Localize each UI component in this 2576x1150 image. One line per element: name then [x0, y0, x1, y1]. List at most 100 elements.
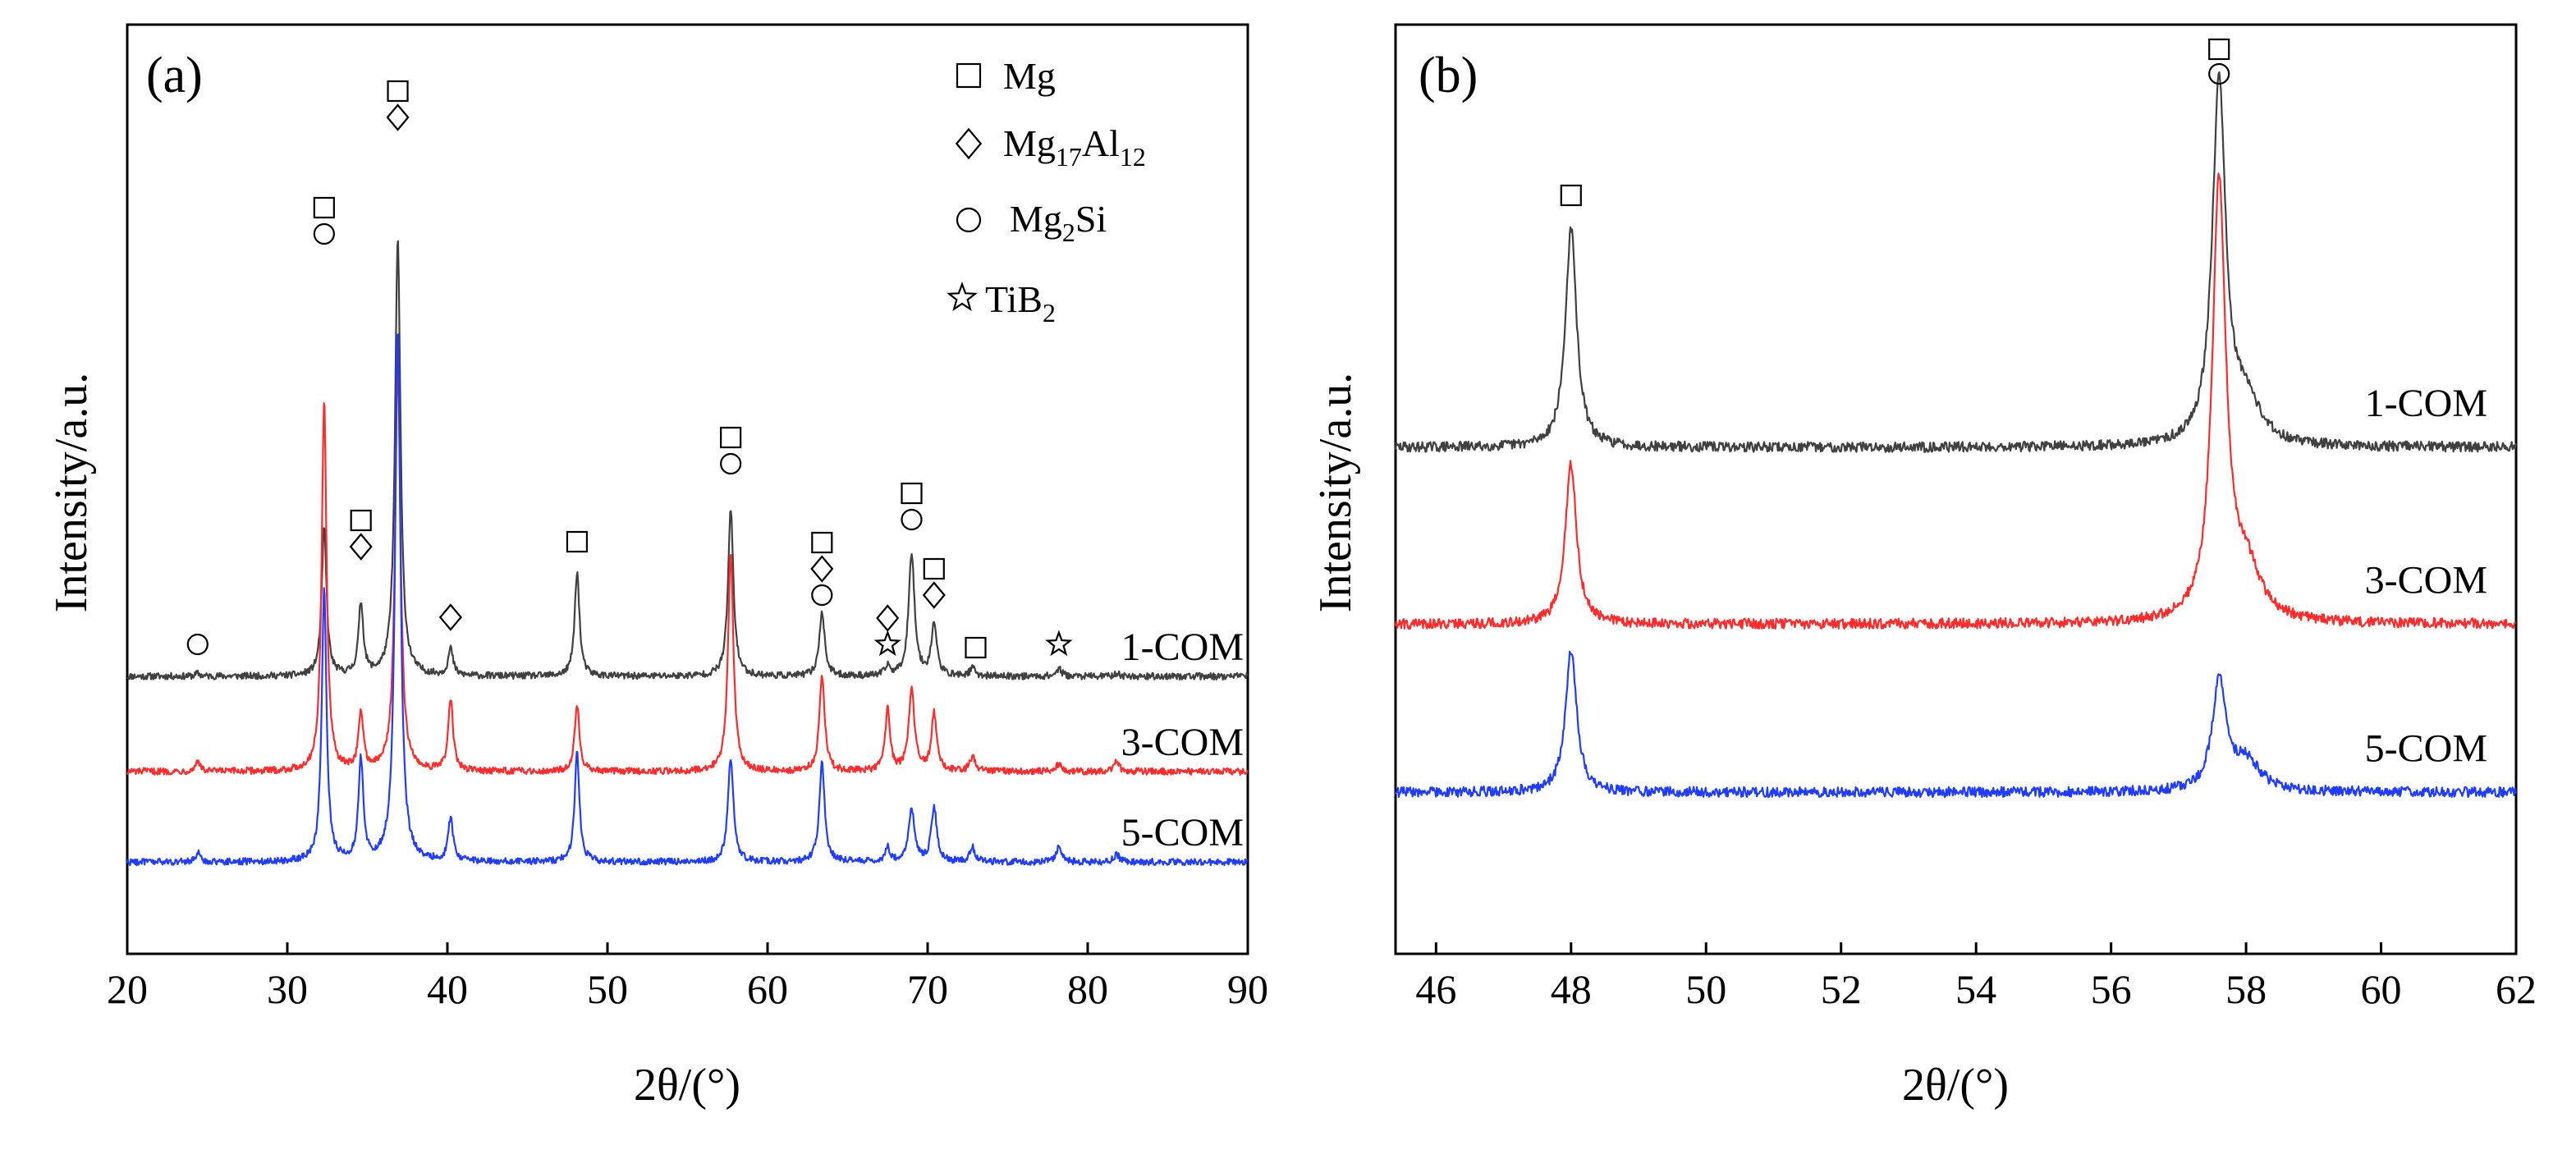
- square-marker-icon: [965, 636, 987, 659]
- square-marker-icon: [720, 426, 742, 449]
- panel-a-curves: [126, 240, 1249, 867]
- x-tick-label: 62: [2496, 966, 2537, 1012]
- diamond-marker-icon: [922, 581, 946, 609]
- x-tick-label: 60: [747, 966, 788, 1012]
- legend-tib2-sub: 2: [1043, 298, 1056, 328]
- x-tick-label: 30: [267, 966, 308, 1012]
- legend-mg2si-main: Mg: [1010, 198, 1062, 240]
- panel-b-curves: [1394, 71, 2517, 799]
- circle-marker-icon: [720, 452, 742, 475]
- legend-mg-main: Mg: [1003, 55, 1056, 97]
- square-marker-icon: [566, 530, 589, 553]
- panel-a: (a) Intensity/a.u. 2θ/(°) 20 30 40 50 60 70 80…: [46, 23, 1268, 1111]
- panel-a-ticks: 20 30 40 50 60 70 80 90: [107, 942, 1268, 1012]
- x-tick-label: 80: [1067, 966, 1108, 1012]
- diamond-marker-icon: [349, 533, 373, 561]
- square-marker-icon: [923, 557, 945, 580]
- diamond-marker-icon: [438, 603, 462, 631]
- legend-item-mg: Mg: [956, 55, 1056, 97]
- legend-mg17al12-main: Mg: [1003, 122, 1056, 164]
- panel-b-xlabel: 2θ/(°): [1902, 1060, 2009, 1111]
- square-marker-icon: [2208, 38, 2230, 61]
- legend-square-icon: [956, 62, 982, 89]
- circle-marker-icon: [811, 584, 833, 607]
- x-tick-label: 70: [907, 966, 948, 1012]
- x-tick-label: 50: [587, 966, 628, 1012]
- legend-tib2-main: TiB: [985, 278, 1043, 320]
- panel-b-ylabel: Intensity/a.u.: [1310, 373, 1361, 612]
- legend-label-tib2: TiB2: [985, 278, 1056, 328]
- legend-star-icon: [947, 282, 978, 312]
- panel-a-xlabel: 2θ/(°): [634, 1060, 740, 1111]
- legend: Mg Mg17Al12 Mg2Si TiB2: [947, 55, 1146, 328]
- series-label-5-com: 5-COM: [2365, 726, 2487, 770]
- panel-b-frame: [1394, 23, 2518, 955]
- square-marker-icon: [811, 531, 833, 554]
- square-marker-icon: [313, 196, 335, 219]
- series-line-3-com: [126, 364, 1249, 776]
- panel-b-series-labels: 1-COM 3-COM 5-COM: [2365, 382, 2487, 770]
- series-label-1-com: 1-COM: [1121, 625, 1244, 669]
- series-line-1-com: [126, 240, 1249, 680]
- x-tick-label: 52: [1821, 966, 1862, 1012]
- legend-label-mg: Mg: [1003, 55, 1056, 97]
- series-line-5-com: [126, 333, 1249, 867]
- panel-b-label: (b): [1419, 48, 1478, 103]
- diamond-marker-icon: [876, 604, 900, 632]
- x-tick-label: 54: [1955, 966, 1996, 1012]
- legend-circle-icon: [956, 207, 982, 233]
- panel-a-label: (a): [146, 48, 203, 103]
- legend-mg2si-tail: Si: [1075, 198, 1107, 240]
- diamond-marker-icon: [386, 103, 410, 131]
- legend-item-tib2: TiB2: [947, 278, 1056, 328]
- series-label-3-com: 3-COM: [1121, 721, 1244, 764]
- series-line-5-com: [1394, 650, 2517, 799]
- legend-label-mg17al12: Mg17Al12: [1003, 122, 1146, 172]
- legend-diamond-icon: [955, 127, 983, 160]
- panel-b-ticks: 46 48 50 52 54 56 58 60 62: [1415, 942, 2537, 1012]
- x-tick-label: 58: [2225, 966, 2267, 1012]
- series-line-3-com: [1394, 172, 2516, 630]
- legend-mg17al12-sub1: 17: [1056, 142, 1082, 172]
- legend-mg2si-sub: 2: [1062, 218, 1075, 247]
- series-line-1-com: [1394, 71, 2517, 453]
- panel-b: (b) Intensity/a.u. 2θ/(°) 46 48 50 52 54 56 58…: [1310, 23, 2537, 1111]
- panel-a-series-labels: 1-COM 3-COM 5-COM: [1121, 625, 1244, 854]
- x-tick-label: 40: [427, 966, 468, 1012]
- legend-mg17al12-mid: Al: [1082, 122, 1120, 164]
- x-tick-label: 48: [1551, 966, 1592, 1012]
- circle-marker-icon: [901, 508, 923, 531]
- diamond-marker-icon: [810, 555, 834, 583]
- star-marker-icon: [1045, 630, 1073, 657]
- square-marker-icon: [387, 80, 409, 103]
- legend-diamond-icon: [955, 127, 983, 160]
- series-label-5-com: 5-COM: [1121, 811, 1244, 854]
- x-tick-label: 20: [107, 966, 148, 1012]
- x-tick-label: 90: [1227, 966, 1268, 1012]
- x-tick-label: 56: [2091, 966, 2132, 1012]
- legend-circle-icon: [956, 207, 982, 233]
- legend-item-mg2si: Mg2Si: [956, 198, 1107, 247]
- legend-star-icon: [947, 282, 978, 312]
- square-marker-icon: [901, 482, 923, 505]
- legend-square-icon: [956, 62, 982, 89]
- square-marker-icon: [350, 509, 372, 532]
- star-marker-icon: [873, 630, 901, 657]
- panel-a-ylabel: Intensity/a.u.: [46, 373, 97, 612]
- x-tick-label: 46: [1415, 966, 1456, 1012]
- square-marker-icon: [1560, 184, 1582, 207]
- legend-mg17al12-sub2: 12: [1120, 142, 1146, 172]
- series-label-1-com: 1-COM: [2365, 382, 2487, 425]
- legend-item-mg17al12: Mg17Al12: [955, 122, 1146, 172]
- panel-b-phase-markers: [1560, 38, 2230, 207]
- circle-marker-icon: [313, 222, 335, 245]
- panel-a-phase-markers: [186, 80, 1073, 659]
- panel-a-frame: [126, 23, 1249, 955]
- circle-marker-icon: [186, 633, 209, 656]
- legend-label-mg2si: Mg2Si: [1010, 198, 1107, 247]
- series-label-3-com: 3-COM: [2365, 558, 2487, 602]
- x-tick-label: 50: [1685, 966, 1726, 1012]
- x-tick-label: 60: [2361, 966, 2402, 1012]
- circle-marker-icon: [2208, 62, 2230, 85]
